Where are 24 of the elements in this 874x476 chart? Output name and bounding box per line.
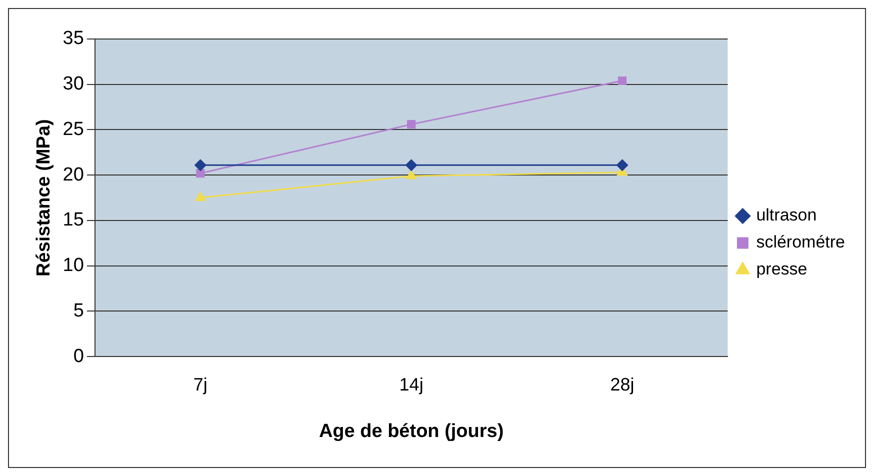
point [195, 192, 206, 202]
x-axis-title: Age de béton (jours) [318, 420, 504, 442]
point [407, 120, 416, 129]
point [616, 159, 628, 171]
y-tick-label: 20 [62, 164, 84, 186]
legend-label: ultrason [756, 206, 817, 225]
point [194, 159, 206, 171]
y-tick-label: 10 [62, 255, 84, 276]
point [406, 159, 418, 171]
y-tick-label: 30 [62, 74, 84, 95]
x-tick-label: 14j [399, 374, 424, 394]
y-tick-label: 5 [73, 300, 84, 322]
legend-label: presse [756, 260, 808, 279]
x-tick-label: 28j [610, 374, 634, 394]
y-tick-label: 0 [73, 346, 84, 367]
legend-label: sclérométre [756, 232, 846, 252]
y-tick-label: 15 [62, 210, 84, 231]
y-tick-label: 25 [62, 118, 84, 140]
point [618, 76, 627, 86]
y-axis-title: Résistance (MPa) [34, 119, 55, 276]
point [406, 170, 416, 180]
y-tick-label: 35 [62, 28, 84, 50]
x-tick-label: 7j [193, 374, 208, 394]
point [196, 169, 205, 178]
